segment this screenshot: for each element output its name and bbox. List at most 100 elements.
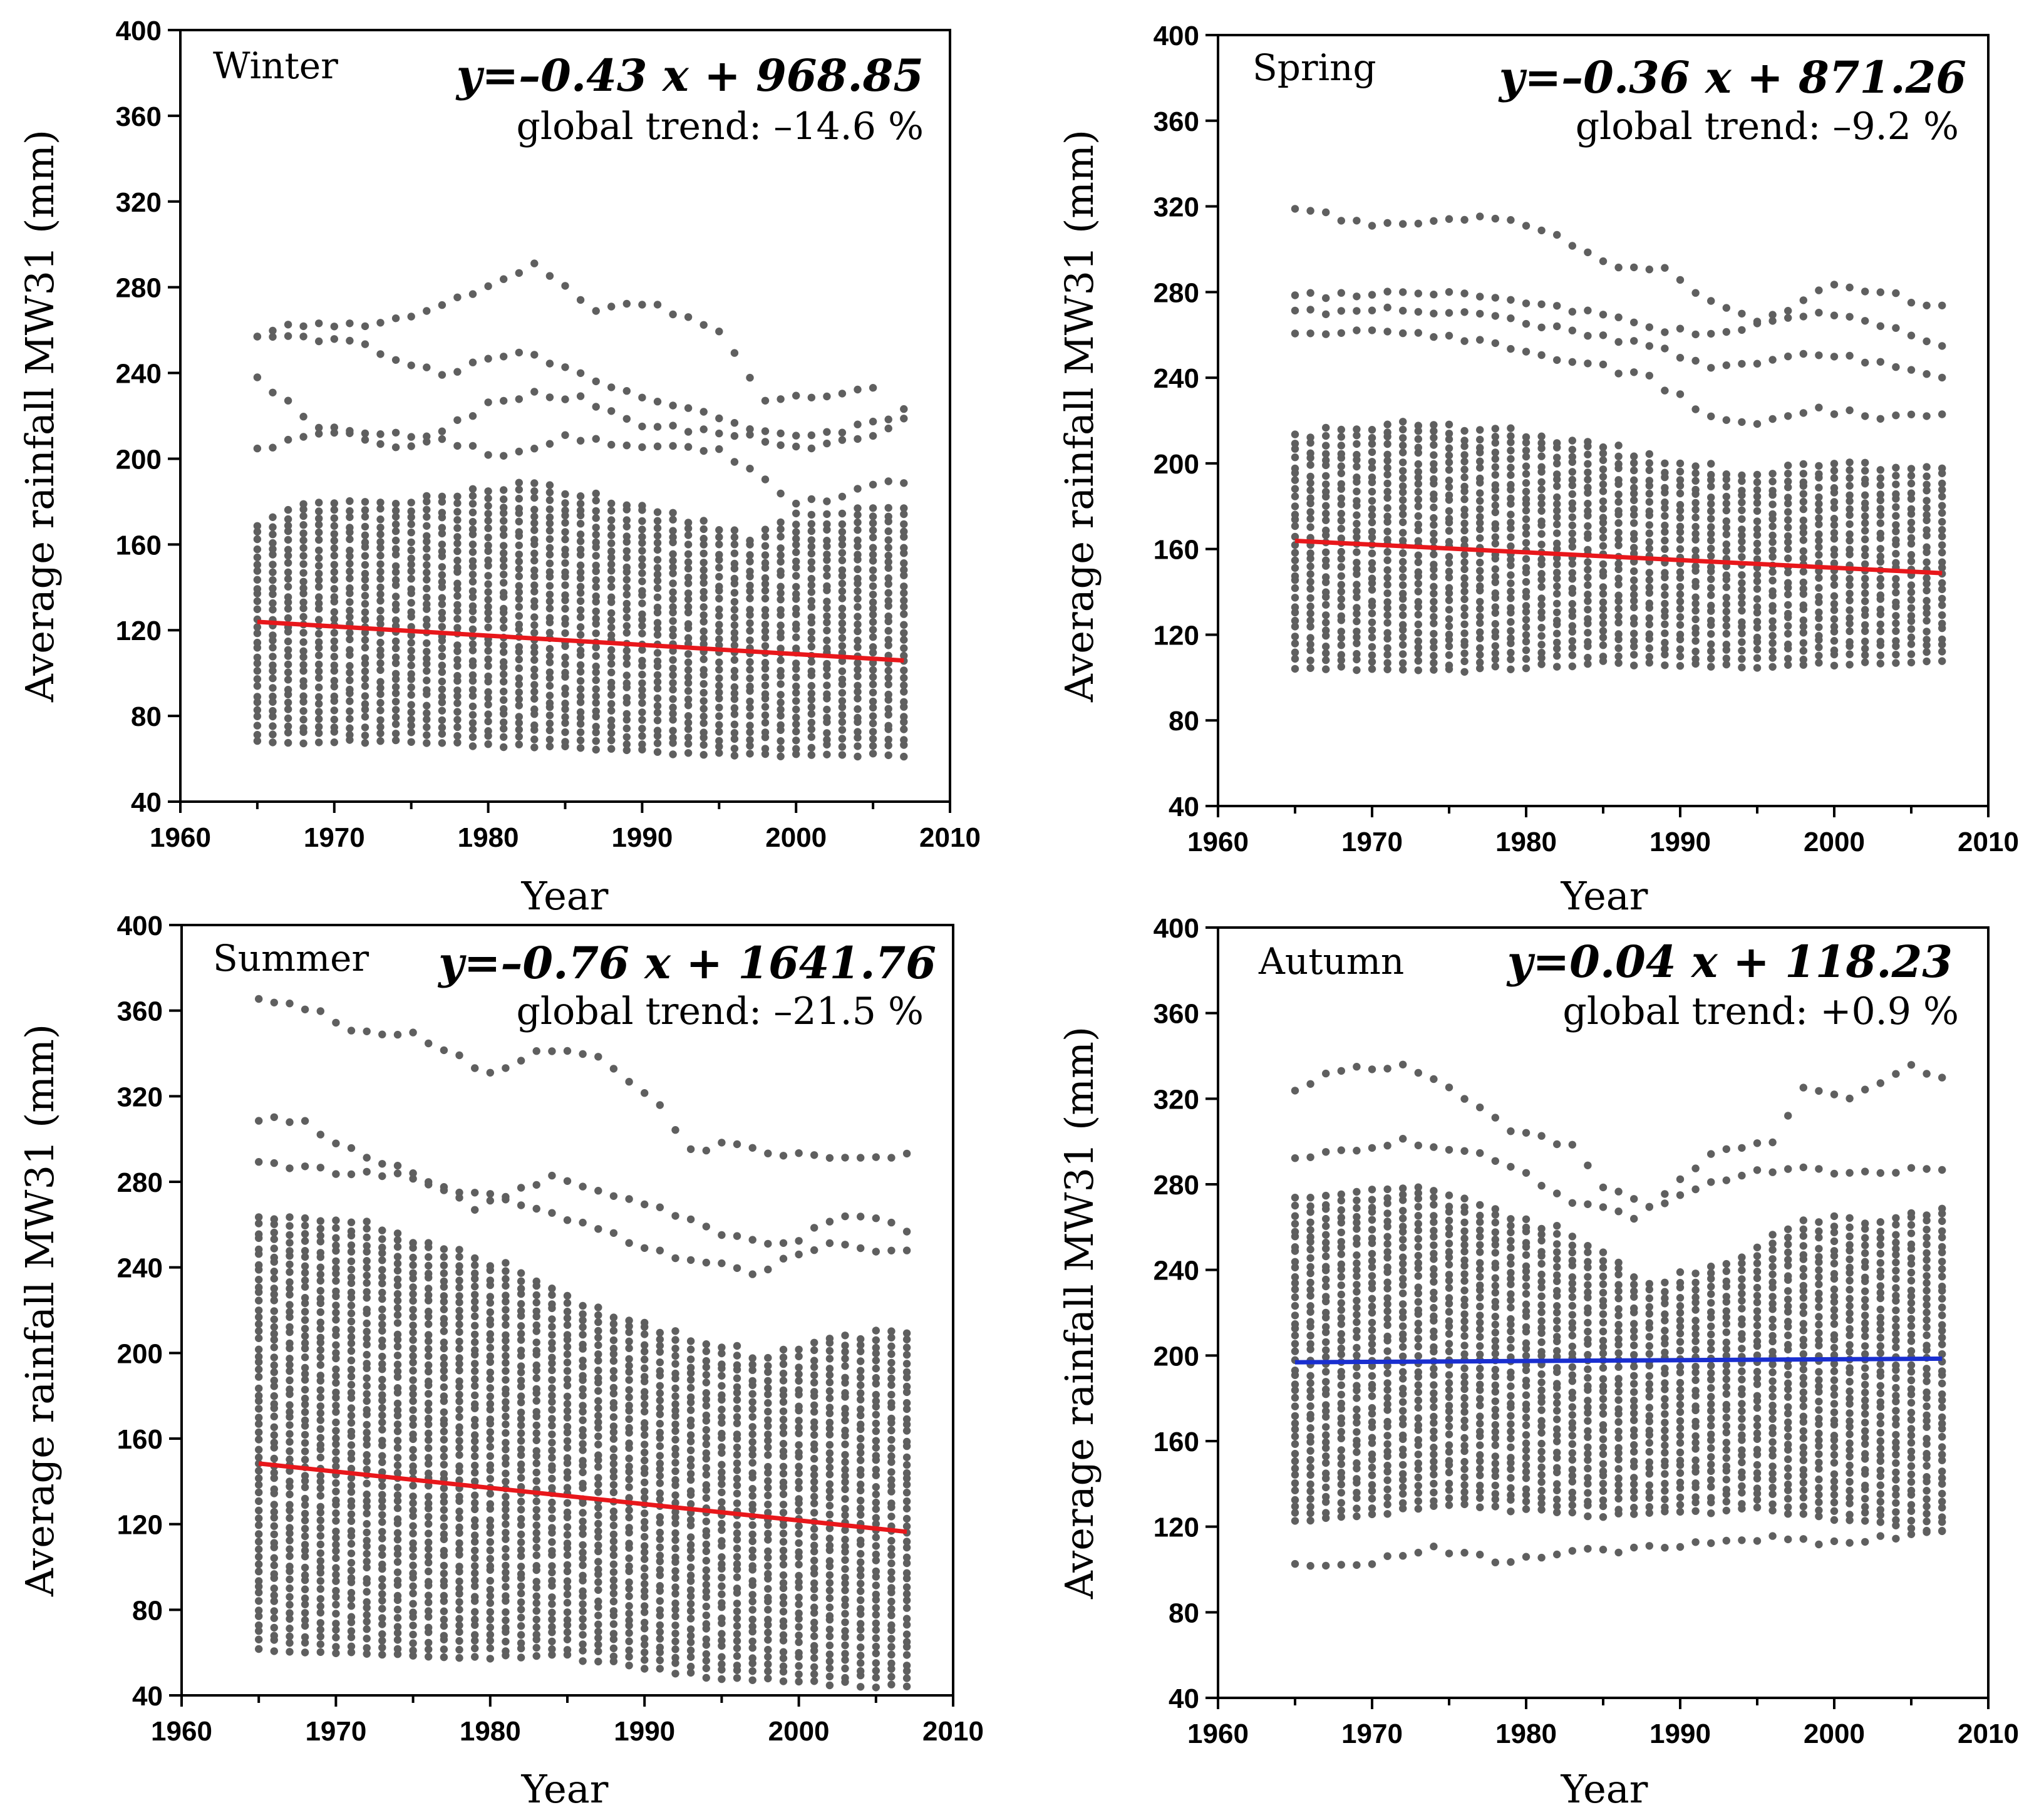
data-point — [363, 1360, 371, 1368]
trend-equation: y=–0.36 x + 871.26 — [1498, 51, 1966, 103]
outlier-point — [301, 1162, 309, 1171]
data-point — [625, 1402, 633, 1410]
data-point — [622, 584, 631, 592]
data-point — [1476, 443, 1484, 452]
data-point — [269, 730, 277, 738]
data-point — [1661, 483, 1669, 492]
data-point — [702, 1650, 711, 1658]
data-point — [854, 627, 862, 636]
data-point — [1784, 524, 1792, 532]
data-point — [1614, 535, 1623, 544]
data-point — [1383, 463, 1391, 472]
data-point — [517, 1613, 525, 1621]
data-point — [455, 1507, 463, 1516]
data-point — [315, 715, 323, 723]
data-point — [409, 1522, 417, 1530]
data-point — [838, 540, 847, 549]
data-point — [563, 1437, 572, 1445]
data-point — [761, 586, 770, 595]
data-point — [440, 1305, 448, 1313]
data-point — [471, 1469, 479, 1477]
outlier-point — [1507, 314, 1515, 323]
data-point — [1830, 559, 1839, 567]
data-point — [517, 1277, 525, 1285]
data-point — [545, 559, 554, 567]
data-point — [332, 1577, 340, 1585]
data-point — [376, 530, 385, 539]
data-point — [594, 1547, 602, 1556]
data-point — [1399, 496, 1407, 504]
data-point — [576, 744, 585, 752]
data-point — [748, 1492, 756, 1500]
data-point — [1722, 492, 1730, 501]
outlier-point — [1322, 330, 1330, 338]
data-point — [253, 522, 262, 530]
data-point — [640, 1509, 649, 1518]
data-point — [1691, 522, 1700, 531]
data-point — [884, 504, 892, 512]
data-point — [1537, 660, 1546, 668]
data-point — [1445, 420, 1453, 428]
data-point — [686, 1653, 695, 1661]
data-point — [1322, 588, 1330, 596]
data-point — [1784, 661, 1792, 670]
data-point — [1861, 527, 1869, 535]
data-point — [255, 1453, 263, 1462]
data-point — [1599, 456, 1608, 464]
data-point — [438, 524, 447, 532]
data-point — [515, 485, 523, 494]
data-point — [748, 1654, 756, 1662]
data-point — [854, 713, 862, 722]
data-point — [563, 1444, 572, 1452]
data-point — [671, 1574, 679, 1582]
data-point — [1614, 541, 1623, 549]
data-point — [1691, 530, 1700, 538]
data-point — [1645, 544, 1653, 553]
data-point — [393, 1636, 402, 1644]
data-point — [486, 1435, 494, 1444]
data-point — [545, 505, 554, 514]
data-point — [807, 658, 816, 666]
data-point — [746, 658, 754, 666]
data-point — [607, 678, 616, 687]
data-point — [500, 696, 508, 704]
data-point — [453, 524, 462, 532]
data-point — [561, 581, 569, 589]
data-point — [594, 1657, 602, 1666]
data-point — [1507, 571, 1515, 579]
data-point — [594, 1404, 602, 1412]
data-point — [671, 1519, 679, 1528]
data-point — [301, 1609, 309, 1617]
data-point — [1630, 629, 1638, 638]
data-point — [656, 1434, 664, 1442]
data-point — [1738, 537, 1746, 545]
data-point — [1614, 442, 1623, 450]
data-point — [315, 729, 323, 737]
data-point — [576, 561, 585, 569]
data-point — [438, 644, 447, 653]
data-point — [700, 697, 708, 705]
data-point — [1445, 458, 1453, 467]
data-point — [718, 1405, 726, 1414]
data-point — [332, 1434, 340, 1442]
outlier-point — [1815, 309, 1823, 317]
data-point — [653, 545, 662, 554]
data-point — [316, 1286, 324, 1295]
data-point — [270, 1423, 278, 1431]
data-point — [423, 654, 431, 663]
data-point — [486, 1516, 494, 1524]
data-point — [500, 562, 508, 571]
data-point — [684, 679, 693, 687]
data-point — [1738, 499, 1746, 507]
data-point — [1522, 487, 1531, 496]
data-point — [1722, 470, 1730, 478]
outlier-point — [1923, 370, 1931, 378]
outlier-point — [455, 1051, 463, 1060]
data-point — [1383, 611, 1391, 619]
data-point — [823, 510, 831, 519]
data-point — [548, 1645, 556, 1653]
data-point — [1691, 648, 1700, 656]
data-point — [455, 1360, 463, 1368]
data-point — [332, 1287, 340, 1296]
data-point — [715, 703, 723, 712]
